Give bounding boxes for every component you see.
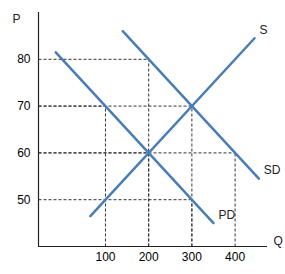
- svg-text:80: 80: [17, 52, 31, 66]
- svg-text:60: 60: [17, 146, 31, 160]
- svg-text:Q: Q: [274, 234, 283, 248]
- svg-text:50: 50: [17, 193, 31, 207]
- svg-text:PD: PD: [218, 208, 235, 222]
- svg-text:100: 100: [95, 250, 115, 264]
- svg-text:SD: SD: [264, 163, 281, 177]
- svg-text:S: S: [260, 23, 268, 37]
- svg-text:300: 300: [182, 250, 202, 264]
- svg-text:200: 200: [139, 250, 159, 264]
- svg-text:70: 70: [17, 99, 31, 113]
- svg-text:P: P: [12, 12, 20, 26]
- svg-text:400: 400: [225, 250, 245, 264]
